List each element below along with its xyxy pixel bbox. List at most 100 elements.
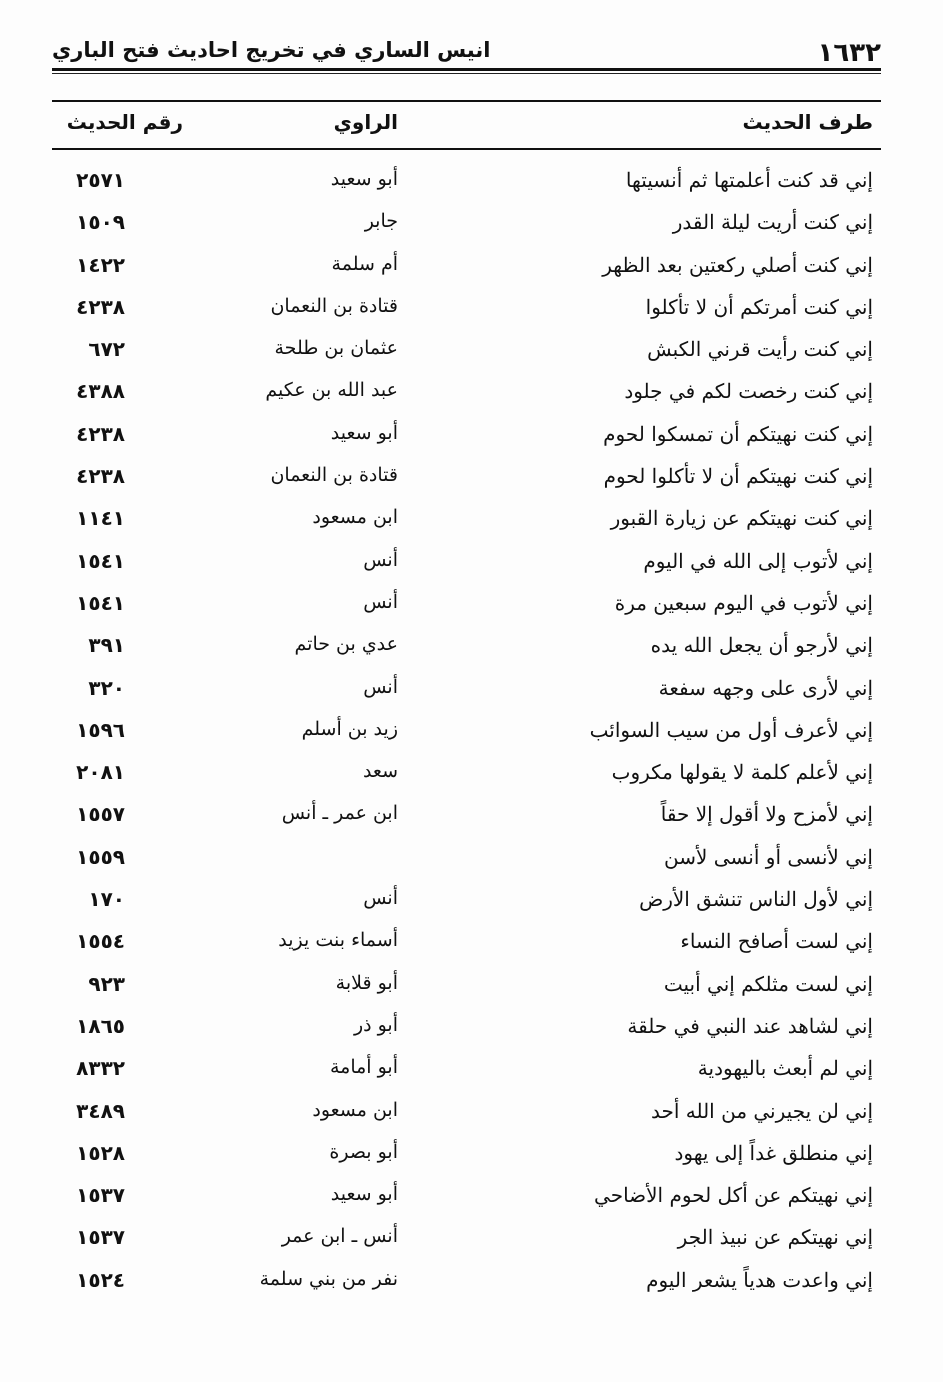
- table-row: إني كنت أريت ليلة القدر جابر ١٥٠٩: [0, 204, 943, 246]
- table-row: إني لأمزح ولا أقول إلا حقاً ابن عمر ـ أنس…: [0, 796, 943, 838]
- hadith-text: إني لن يجيرني من الله أحد: [650, 1098, 873, 1123]
- column-header-text: طرف الحديث: [742, 110, 874, 134]
- narrator: عبد الله بن عكيم: [265, 379, 398, 402]
- table-row: إني لأعلم كلمة لا يقولها مكروب سعد ٢٠٨١: [0, 754, 943, 796]
- table-row: إني لست أصافح النساء أسماء بنت يزيد ١٥٥٤: [0, 923, 943, 965]
- hadith-text: إني كنت رأيت قرني الكبش: [647, 337, 873, 362]
- hadith-text: إني منطلق غداً إلى يهود: [674, 1140, 873, 1165]
- narrator: أبو أمامة: [329, 1056, 398, 1079]
- hadith-text: إني كنت رخصت لكم في جلود: [624, 379, 873, 404]
- narrator: زيد بن أسلم: [301, 717, 398, 740]
- narrator: قتادة بن النعمان: [270, 294, 398, 317]
- column-header-number: رقم الحديث: [66, 110, 183, 134]
- hadith-text: إني نهيتكم عن نبيذ الجر: [677, 1225, 873, 1250]
- table-row: إني كنت أصلي ركعتين بعد الظهر أم سلمة ١٤٢٢: [0, 247, 943, 289]
- hadith-number: ١٥٢٤: [76, 1267, 125, 1292]
- narrator: أبو سعيد: [330, 1183, 398, 1206]
- table-row: إني كنت أمرتكم أن لا تأكلوا قتادة بن النع…: [0, 289, 943, 331]
- hadith-text: إني كنت أمرتكم أن لا تأكلوا: [645, 294, 873, 319]
- hadith-number: ٢٥٧١: [76, 168, 125, 192]
- book-title: انيس الساري في تخريج احاديث فتح الباري: [52, 38, 491, 62]
- hadith-number: ٤٢٣٨: [76, 421, 125, 446]
- hadith-number: ٩٢٣: [88, 971, 125, 996]
- running-header: ١٦٣٢ انيس الساري في تخريج احاديث فتح الب…: [52, 38, 881, 68]
- table-row: إني لأرى على وجهه سفعة أنس ٣٢٠: [0, 670, 943, 712]
- hadith-number: ٤٢٣٨: [76, 294, 125, 319]
- narrator: أنس: [363, 675, 398, 698]
- table-row: إني كنت نهيتكم أن تمسكوا لحوم أبو سعيد ٤٢٣…: [0, 416, 943, 458]
- hadith-text: إني كنت نهيتكم أن لا تأكلوا لحوم: [603, 464, 873, 489]
- hadith-number: ٢٠٨١: [76, 760, 125, 785]
- narrator: أبو ذر: [353, 1013, 398, 1036]
- hadith-number: ١٥٤١: [76, 548, 125, 573]
- hadith-number: ٣٩١: [88, 633, 125, 658]
- table-row: إني نهيتكم عن نبيذ الجر أنس ـ ابن عمر ١٥٣٧: [0, 1219, 943, 1261]
- hadith-text: إني قد كنت أعلمتها ثم أنسيتها: [625, 168, 873, 192]
- hadith-text: إني كنت أصلي ركعتين بعد الظهر: [602, 252, 873, 277]
- table-row: إني كنت نهيتكم أن لا تأكلوا لحوم قتادة بن…: [0, 458, 943, 500]
- table-top-rule: [52, 100, 881, 102]
- table-row: إني كنت رخصت لكم في جلود عبد الله بن عكيم…: [0, 373, 943, 415]
- page-number: ١٦٣٢: [817, 38, 881, 68]
- hadith-number: ١٥٩٦: [76, 717, 125, 742]
- table-row: إني لن يجيرني من الله أحد ابن مسعود ٣٤٨٩: [0, 1093, 943, 1135]
- hadith-text: إني كنت أريت ليلة القدر: [672, 210, 873, 235]
- hadith-text: إني لست مثلكم إني أبيت: [663, 971, 873, 996]
- hadith-text: إني نهيتكم عن أكل لحوم الأضاحي: [594, 1183, 873, 1208]
- table-row: إني لأتوب في اليوم سبعين مرة أنس ١٥٤١: [0, 585, 943, 627]
- narrator: أسماء بنت يزيد: [278, 929, 398, 952]
- hadith-number: ١٥٥٩: [76, 844, 125, 869]
- hadith-number: ١٤٢٢: [76, 252, 125, 277]
- table-row: إني كنت رأيت قرني الكبش عثمان بن طلحة ٦٧٢: [0, 331, 943, 373]
- narrator: ابن مسعود: [312, 506, 398, 529]
- hadith-number: ٣٤٨٩: [76, 1098, 125, 1123]
- table-row: إني لأتوب إلى الله في اليوم أنس ١٥٤١: [0, 543, 943, 585]
- table-row: إني كنت نهيتكم عن زيارة القبور ابن مسعود ١…: [0, 500, 943, 542]
- table-row: إني لأرجو أن يجعل الله يده عدي بن حاتم ٣٩١: [0, 627, 943, 669]
- narrator: ابن مسعود: [312, 1098, 398, 1121]
- hadith-number: ١٥٤١: [76, 590, 125, 615]
- narrator: عدي بن حاتم: [294, 633, 398, 656]
- column-header-rule: [52, 148, 881, 150]
- hadith-text: إني لأتوب إلى الله في اليوم: [643, 548, 873, 573]
- hadith-number: ١١٤١: [76, 506, 125, 531]
- hadith-text: إني كنت نهيتكم أن تمسكوا لحوم: [603, 421, 873, 446]
- hadith-number: ٤٢٣٨: [76, 464, 125, 489]
- hadith-text: إني لست أصافح النساء: [680, 929, 873, 954]
- hadith-text: إني لشاهد عند النبي في حلقة: [627, 1013, 873, 1038]
- column-header-narrator: الراوي: [333, 110, 398, 134]
- narrator: أبو سعيد: [330, 421, 398, 444]
- table-row: إني لست مثلكم إني أبيت أبو قلابة ٩٢٣: [0, 966, 943, 1008]
- hadith-text: إني لم أبعث باليهودية: [697, 1056, 873, 1081]
- hadith-number: ٤٣٨٨: [76, 379, 125, 404]
- narrator: أبو قلابة: [335, 971, 398, 994]
- hadith-text: إني لأرجو أن يجعل الله يده: [650, 633, 873, 658]
- hadith-number: ١٥٥٤: [76, 929, 125, 954]
- narrator: قتادة بن النعمان: [270, 464, 398, 487]
- header-rule-thin: [52, 73, 881, 74]
- narrator: أنس: [363, 548, 398, 571]
- table-row: إني لأول الناس تنشق الأرض أنس ١٧٠: [0, 881, 943, 923]
- hadith-number: ١٥٢٨: [76, 1140, 125, 1165]
- hadith-number: ١٥٠٩: [76, 210, 125, 235]
- table-row: إني منطلق غداً إلى يهود أبو بصرة ١٥٢٨: [0, 1135, 943, 1177]
- table-row: إني لم أبعث باليهودية أبو أمامة ٨٣٣٢: [0, 1050, 943, 1092]
- narrator: نفر من بني سلمة: [259, 1267, 398, 1290]
- table-row: إني لأنسى أو أنسى لأسن ١٥٥٩: [0, 839, 943, 881]
- narrator: أم سلمة: [331, 252, 398, 275]
- hadith-text: إني لأعرف أول من سيب السوائب: [589, 717, 873, 742]
- narrator: أنس: [363, 887, 398, 910]
- table-row: إني قد كنت أعلمتها ثم أنسيتها أبو سعيد ٢٥٧…: [0, 162, 943, 204]
- hadith-index-table: إني قد كنت أعلمتها ثم أنسيتها أبو سعيد ٢٥٧…: [0, 162, 943, 1304]
- table-row: إني لشاهد عند النبي في حلقة أبو ذر ١٨٦٥: [0, 1008, 943, 1050]
- hadith-number: ١٥٣٧: [76, 1225, 125, 1250]
- hadith-text: إني لأتوب في اليوم سبعين مرة: [614, 590, 873, 615]
- hadith-text: إني لأول الناس تنشق الأرض: [639, 887, 873, 912]
- narrator: عثمان بن طلحة: [274, 337, 399, 360]
- hadith-number: ١٧٠: [88, 887, 125, 912]
- narrator: جابر: [364, 210, 398, 233]
- table-row: إني واعدت هدياً يشعر اليوم نفر من بني سلم…: [0, 1262, 943, 1304]
- hadith-number: ٨٣٣٢: [76, 1056, 125, 1081]
- hadith-number: ١٨٦٥: [76, 1013, 125, 1038]
- hadith-number: ٦٧٢: [88, 337, 125, 362]
